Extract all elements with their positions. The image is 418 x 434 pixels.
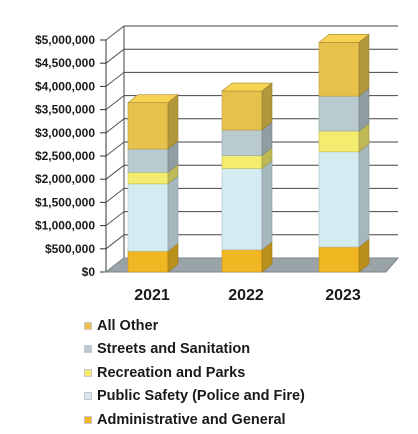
legend-label: Streets and Sanitation <box>97 341 251 358</box>
bar-segment <box>127 250 169 273</box>
legend-label: Recreation and Parks <box>97 364 246 381</box>
bar-segment <box>318 151 360 248</box>
bar-segment <box>127 183 169 252</box>
x-category-label: 2023 <box>325 287 361 304</box>
x-category-label: 2022 <box>228 287 264 304</box>
gridline-side <box>105 164 125 180</box>
bar-segment-side <box>358 143 370 248</box>
gridline-side <box>105 188 125 203</box>
gridline-side <box>105 211 125 226</box>
legend-item: Streets and Sanitation <box>84 338 305 362</box>
y-tick-label: $1,500,000 <box>35 195 95 209</box>
legend-swatch <box>84 368 92 377</box>
legend-label: Public Safety (Police and Fire) <box>97 388 305 405</box>
gridline-side <box>105 141 125 157</box>
bar-segment <box>127 171 169 185</box>
y-tick-label: $2,000,000 <box>35 172 95 186</box>
gridline-side <box>105 25 125 41</box>
legend-swatch <box>84 415 92 424</box>
y-tick-label: $5,000,000 <box>35 33 95 47</box>
bar-segment <box>318 42 360 97</box>
bar-segment-top <box>221 82 273 92</box>
legend-label: All Other <box>97 317 159 334</box>
legend-item: Administrative and General <box>84 408 305 432</box>
y-tick-label: $2,500,000 <box>35 149 95 163</box>
gridline-side <box>105 95 125 110</box>
legend-swatch <box>84 321 92 330</box>
gridline-side <box>105 118 125 134</box>
bar-segment <box>127 148 169 173</box>
gridline-side <box>105 72 125 87</box>
bar-segment-top <box>127 94 179 103</box>
bar-segment <box>221 90 263 131</box>
y-tick-label: $4,500,000 <box>35 56 95 70</box>
legend-item: All Other <box>84 314 305 338</box>
y-tick-label: $500,000 <box>45 242 95 256</box>
bar-segment <box>221 249 263 273</box>
bar-segment <box>127 102 169 150</box>
bar-segment-side <box>261 159 273 251</box>
bar-segment <box>318 95 360 132</box>
bar-segment-side <box>358 33 370 97</box>
x-category-label: 2021 <box>134 287 170 304</box>
y-tick-label: $3,500,000 <box>35 103 95 117</box>
bar-segment <box>221 168 263 251</box>
legend-item: Public Safety (Police and Fire) <box>84 385 305 409</box>
gridline-side <box>105 234 125 250</box>
bar-segment-side <box>167 94 179 150</box>
y-tick-label: $4,000,000 <box>35 79 95 93</box>
bar-segment <box>318 130 360 153</box>
bar-segment-top <box>318 34 370 43</box>
chart-legend: All Other Streets and Sanitation Recreatio… <box>84 314 305 432</box>
y-tick-label: $3,000,000 <box>35 126 95 140</box>
legend-swatch <box>84 345 92 354</box>
legend-label: Administrative and General <box>97 411 286 428</box>
y-tick-label: $1,000,000 <box>35 219 95 233</box>
bar-segment <box>221 155 263 169</box>
legend-swatch <box>84 392 92 401</box>
y-tick-label: $0 <box>82 265 96 279</box>
legend-item: Recreation and Parks <box>84 361 305 385</box>
bar-segment-side <box>167 175 179 252</box>
gridline-side <box>105 48 125 64</box>
bar-segment <box>221 129 263 156</box>
bar-segment <box>318 246 360 273</box>
